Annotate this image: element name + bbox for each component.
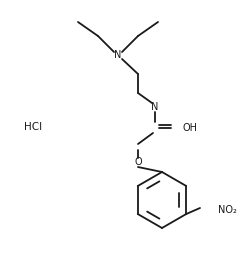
Text: OH: OH [182, 123, 197, 133]
Text: O: O [134, 157, 141, 167]
Text: NO₂: NO₂ [217, 205, 236, 215]
Text: N: N [151, 102, 158, 112]
Text: N: N [114, 50, 121, 60]
Text: HCl: HCl [24, 122, 42, 132]
